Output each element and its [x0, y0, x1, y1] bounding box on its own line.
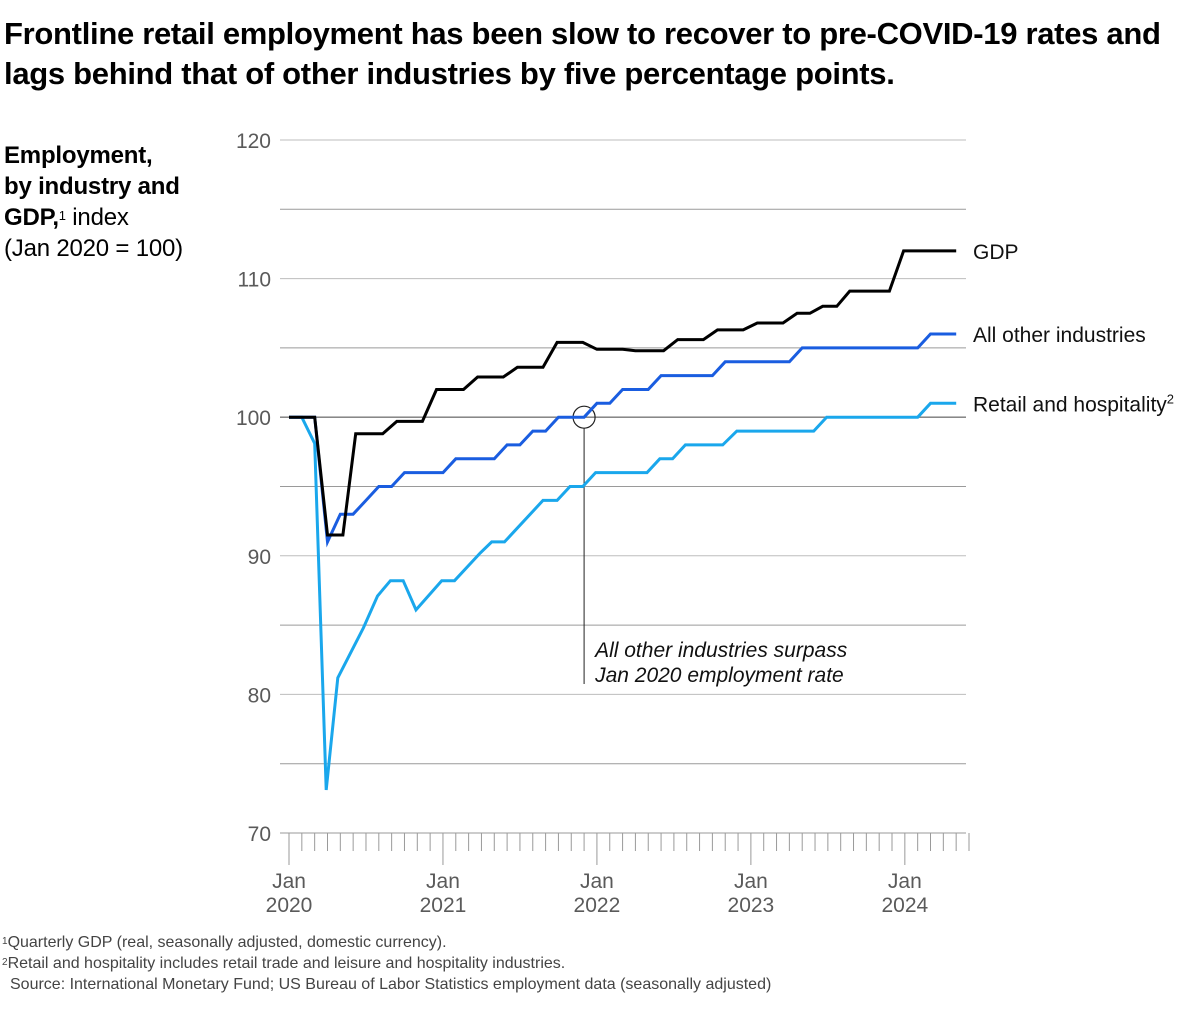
x-tick-label-year: 2020	[266, 894, 313, 917]
chart-title: Frontline retail employment has been slo…	[4, 16, 1161, 91]
y-axis-title-line1: Employment,	[4, 142, 153, 169]
footnote-marker-1: 1	[58, 208, 66, 223]
x-tick-label-year: 2022	[574, 894, 621, 917]
x-tick-label-month: Jan	[580, 870, 614, 893]
series-label-all-other-industries: All other industries	[973, 324, 1146, 347]
annotation: All other industries surpass Jan 2020 em…	[572, 405, 848, 687]
y-axis-title-line3-rest: index	[65, 204, 129, 231]
x-tick-label-month: Jan	[426, 870, 460, 893]
x-tick-label-year: 2024	[881, 894, 928, 917]
footnote-2-text: Retail and hospitality includes retail t…	[7, 955, 566, 972]
series-line-retail-and-hospitality	[289, 401, 957, 791]
y-tick-label-70: 70	[248, 823, 271, 846]
series-labels: GDP All other industries Retail and hospit…	[973, 241, 1174, 416]
x-tick-label-year: 2021	[420, 894, 467, 917]
series-line-gdp	[289, 249, 957, 537]
annotation-text-line2: Jan 2020 employment rate	[594, 664, 844, 687]
x-tick-label-month: Jan	[734, 870, 768, 893]
footnotes: 1Quarterly GDP (real, seasonally adjuste…	[2, 932, 771, 995]
footnote-1: 1Quarterly GDP (real, seasonally adjuste…	[2, 932, 771, 953]
footnote-1-text: Quarterly GDP (real, seasonally adjusted…	[7, 934, 447, 951]
y-axis-title-line4: (Jan 2020 = 100)	[4, 235, 183, 262]
y-tick-label-100: 100	[236, 407, 271, 430]
series-line-all-other-industries	[289, 332, 957, 548]
gridlines	[280, 139, 966, 765]
source-note: Source: International Monetary Fund; US …	[10, 976, 772, 993]
series-label-gdp: GDP	[973, 241, 1019, 264]
y-tick-label-80: 80	[248, 684, 271, 707]
y-axis: 70 80 90 100 110 120	[236, 130, 271, 846]
y-axis-title-line3: GDP,	[4, 204, 59, 231]
series	[289, 249, 957, 791]
x-tick-label-month: Jan	[888, 870, 922, 893]
series-label-retail-and-hospitality: Retail and hospitality2	[973, 391, 1174, 416]
footnote-marker-2: 2	[1167, 391, 1174, 406]
x-tick-label-year: 2023	[728, 894, 775, 917]
annotation-text-line1: All other industries surpass	[593, 639, 848, 662]
footnote-1-marker: 1	[2, 936, 8, 947]
y-tick-label-90: 90	[248, 546, 271, 569]
footnote-2-marker: 2	[2, 957, 8, 968]
y-axis-title-line2: by industry and	[4, 173, 180, 200]
y-axis-title: Employment, by industry and GDP,1 index …	[4, 140, 183, 264]
footnote-2: 2Retail and hospitality includes retail …	[2, 953, 771, 974]
y-tick-label-110: 110	[238, 269, 271, 292]
x-tick-label-month: Jan	[272, 870, 306, 893]
y-tick-label-120: 120	[236, 130, 271, 153]
